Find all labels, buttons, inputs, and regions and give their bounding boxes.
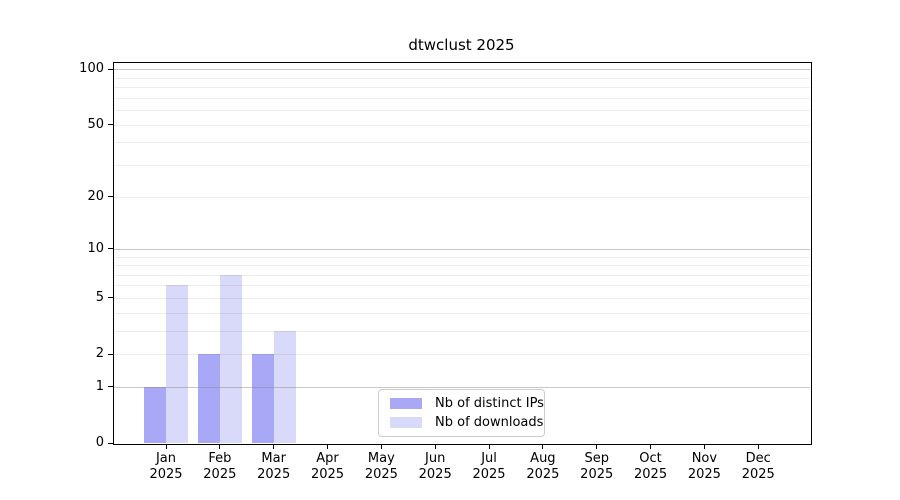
legend-label-distinct-ips: Nb of distinct IPs — [435, 396, 544, 411]
y-tick — [108, 248, 113, 250]
x-tick-label: Jul 2025 — [472, 451, 506, 482]
bar-ips-jan — [144, 386, 166, 443]
x-tick-label: Sep 2025 — [580, 451, 614, 482]
gridline-minor — [114, 110, 810, 112]
x-tick — [380, 444, 382, 449]
gridline-minor — [114, 256, 810, 258]
legend: Nb of distinct IPs Nb of downloads — [378, 389, 545, 437]
x-tick — [542, 444, 544, 449]
gridline-major — [114, 386, 810, 388]
x-tick-label: Apr 2025 — [310, 451, 345, 482]
x-tick-label: Aug 2025 — [526, 451, 560, 482]
bar-ips-mar — [251, 354, 274, 443]
gridline-minor — [114, 354, 810, 356]
gridline-minor — [114, 330, 810, 332]
legend-swatch-downloads — [390, 417, 422, 428]
gridline-major — [114, 69, 810, 71]
gridline-minor — [114, 142, 810, 144]
gridline-minor — [114, 274, 810, 276]
gridline-minor — [114, 165, 810, 166]
x-tick-label: Mar 2025 — [257, 451, 291, 482]
y-tick — [108, 386, 113, 388]
legend-item-downloads: Nb of downloads — [390, 415, 543, 430]
gridline-minor — [114, 97, 810, 99]
y-tick-label: 0 — [95, 435, 104, 450]
gridline-minor — [114, 265, 810, 267]
bar-downloads-mar — [273, 330, 296, 443]
bar-downloads-feb — [219, 274, 242, 443]
x-tick — [650, 444, 652, 449]
y-tick-label: 2 — [95, 346, 104, 362]
gridline-minor — [114, 312, 810, 314]
gridline-minor — [114, 87, 810, 89]
x-tick-label: Oct 2025 — [634, 451, 668, 482]
x-tick-label: Feb 2025 — [203, 451, 237, 482]
y-tick — [108, 68, 113, 70]
y-tick — [108, 196, 113, 198]
y-tick-label: 1 — [95, 378, 104, 394]
legend-label-downloads: Nb of downloads — [435, 415, 544, 430]
x-tick — [327, 444, 329, 449]
y-tick-label: 5 — [95, 289, 104, 305]
y-tick-label: 100 — [79, 61, 104, 77]
bar-downloads-jan — [166, 285, 188, 443]
gridline-minor — [114, 196, 810, 198]
gridline-minor — [114, 124, 810, 126]
x-tick — [488, 444, 490, 449]
x-tick-label: Jan 2025 — [149, 451, 183, 482]
x-tick — [757, 444, 759, 449]
y-tick — [108, 124, 113, 126]
gridline-minor — [114, 297, 810, 299]
x-tick-label: May 2025 — [364, 451, 398, 482]
gridline-minor — [114, 77, 810, 79]
chart-title: dtwclust 2025 — [408, 36, 515, 54]
x-tick — [219, 444, 221, 449]
gridline-major — [114, 248, 810, 250]
x-tick — [434, 444, 436, 449]
x-tick — [596, 444, 598, 449]
y-tick-label: 20 — [87, 188, 104, 204]
x-tick-label: Jun 2025 — [418, 451, 452, 482]
legend-item-distinct-ips: Nb of distinct IPs — [390, 396, 544, 411]
gridline-minor — [114, 285, 810, 287]
y-tick — [108, 297, 113, 299]
y-tick — [108, 353, 113, 355]
x-tick — [165, 444, 167, 449]
y-tick — [108, 442, 113, 444]
x-tick-label: Dec 2025 — [741, 451, 775, 482]
x-tick — [273, 444, 275, 449]
x-tick-label: Nov 2025 — [687, 451, 721, 482]
y-tick-label: 10 — [87, 240, 104, 256]
bar-ips-feb — [197, 354, 220, 443]
y-tick-label: 50 — [87, 116, 104, 132]
legend-swatch-distinct-ips — [390, 398, 422, 409]
x-tick — [703, 444, 705, 449]
